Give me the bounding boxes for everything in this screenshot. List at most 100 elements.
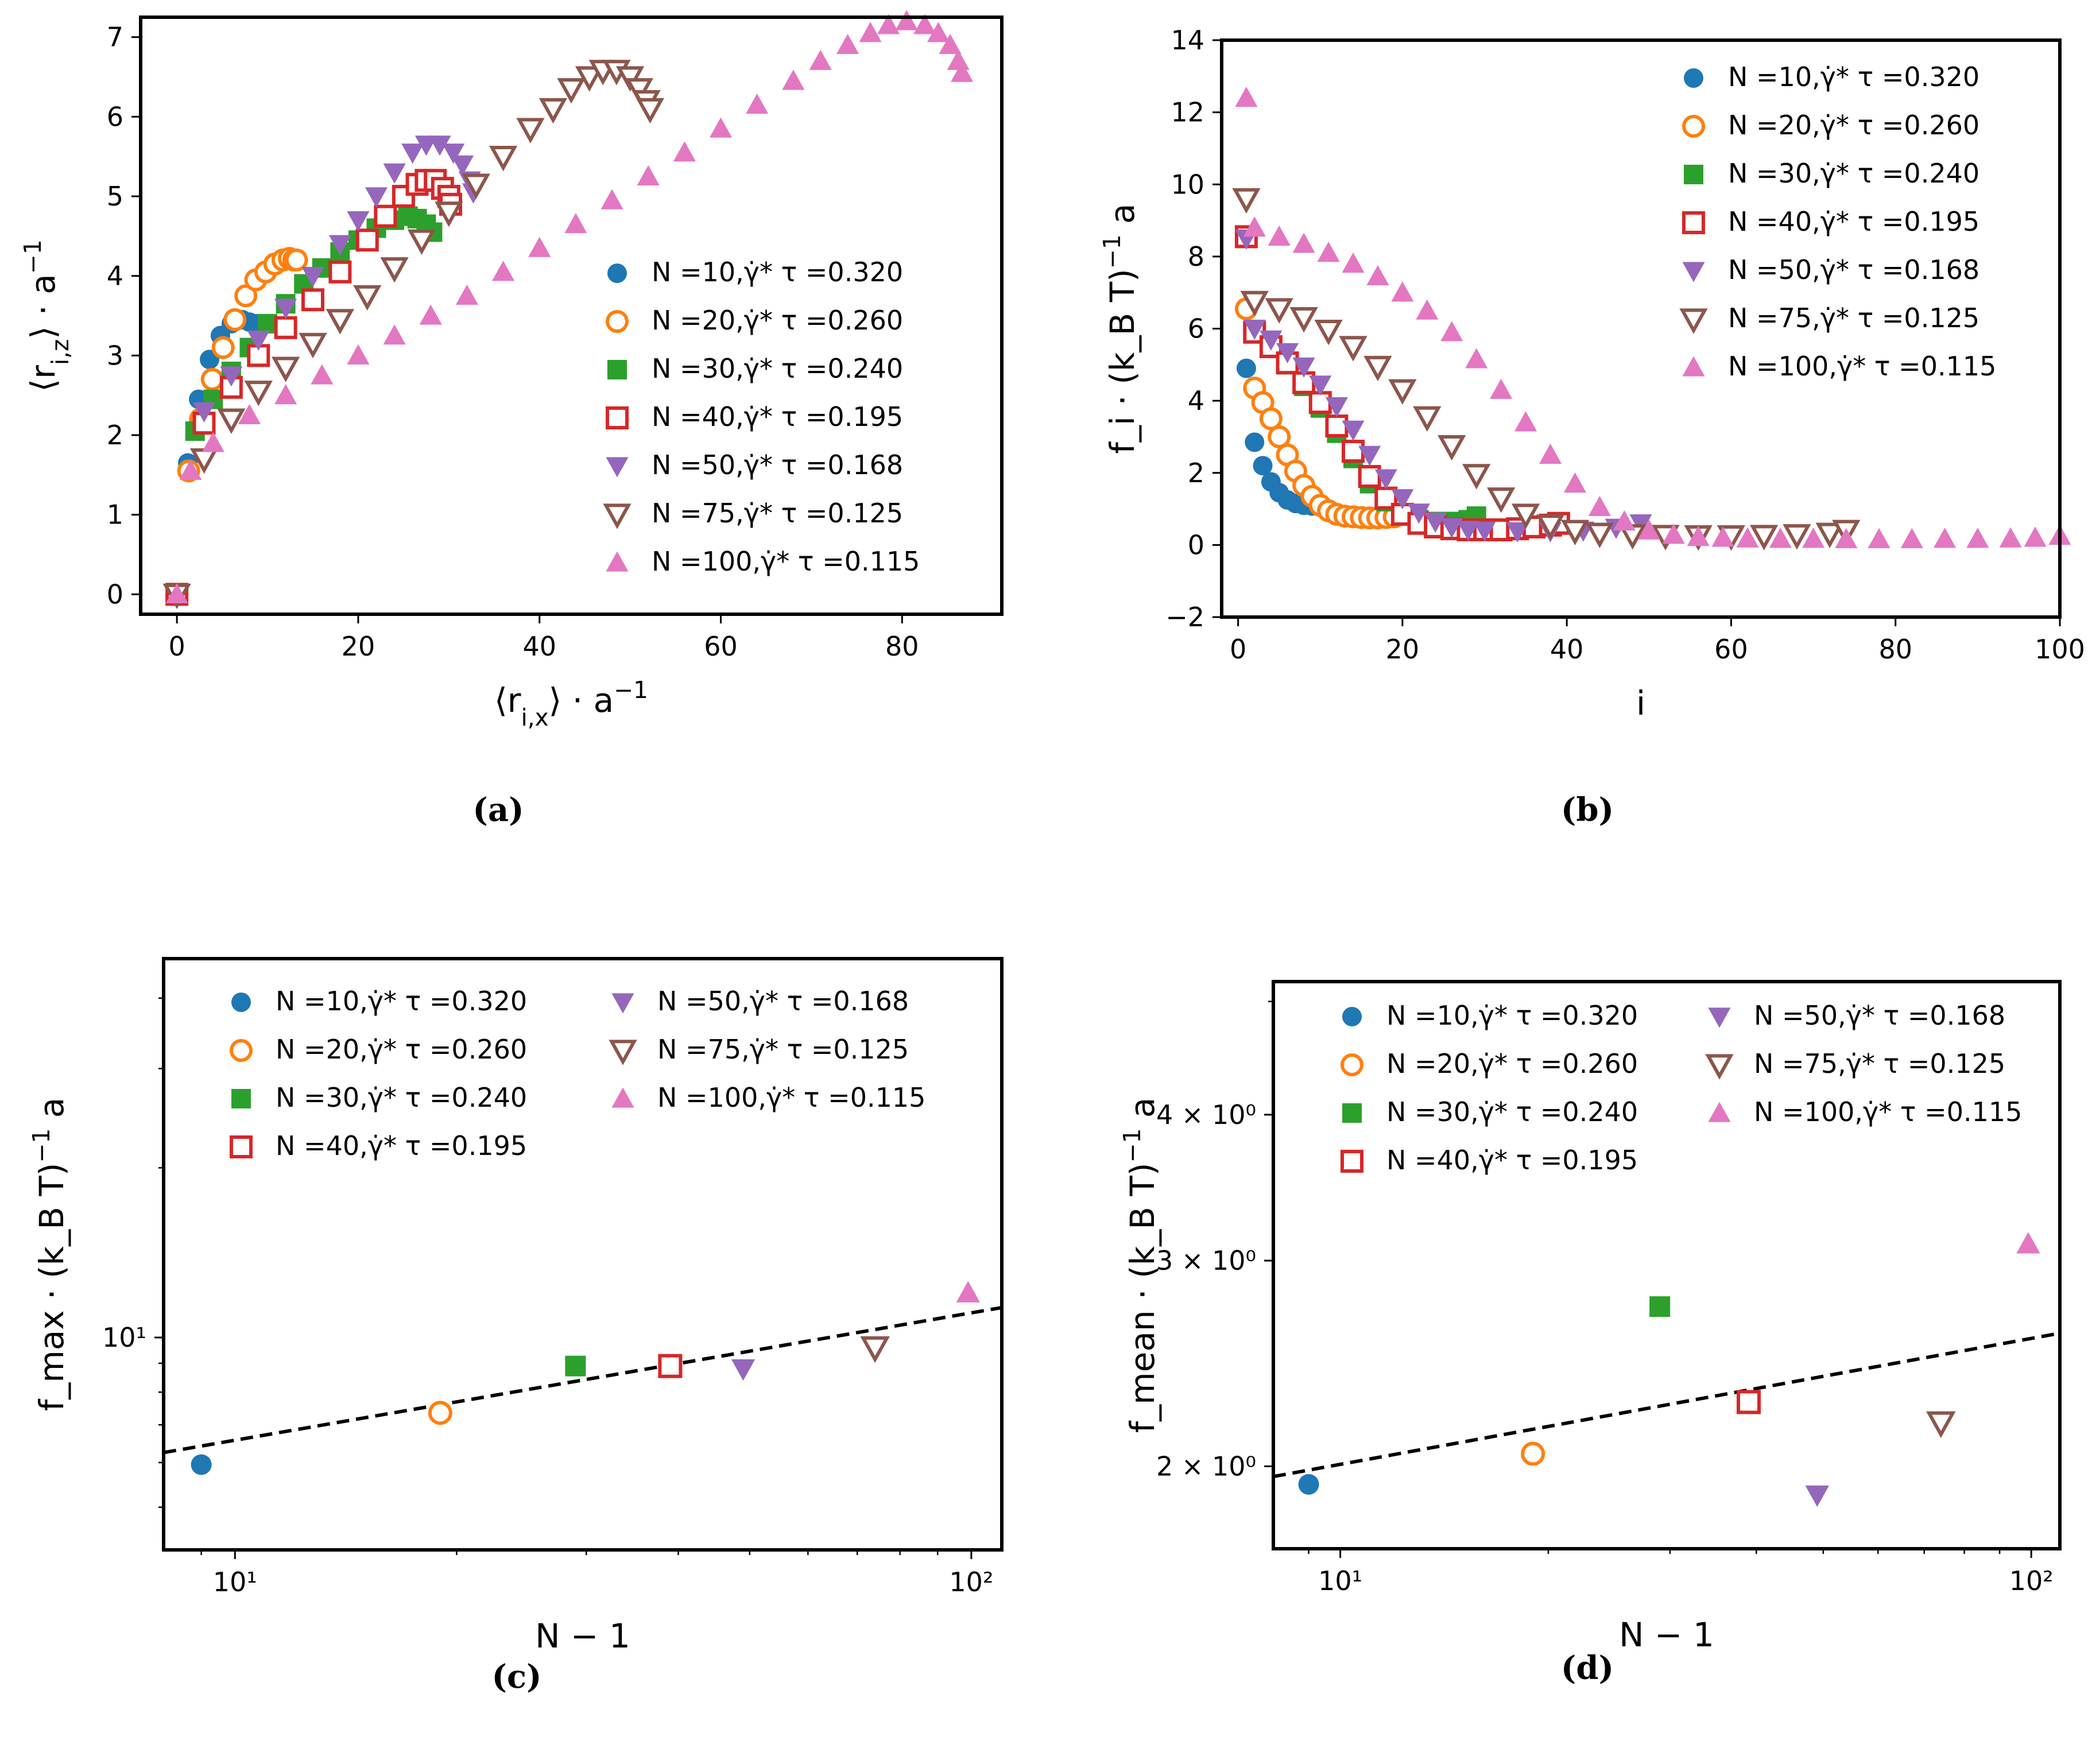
data-point bbox=[625, 78, 654, 104]
data-point bbox=[1243, 216, 1266, 237]
data-point bbox=[1391, 489, 1414, 510]
data-point bbox=[492, 261, 515, 281]
data-point bbox=[1966, 528, 1989, 548]
x-tick-label: 80 bbox=[885, 631, 919, 662]
legend-marker-N10 bbox=[231, 993, 251, 1012]
legend-label-N20: N =20,γ̇* τ =0.260 bbox=[1386, 1048, 1638, 1079]
plot-frame bbox=[162, 957, 1004, 1552]
data-point bbox=[782, 69, 805, 90]
legend-marker-N30 bbox=[231, 1089, 251, 1108]
x-tick-label: 10¹ bbox=[1318, 1565, 1362, 1596]
data-point bbox=[564, 212, 587, 234]
data-point bbox=[601, 189, 623, 210]
legend: N =10,γ̇* τ =0.320 N =20,γ̇* τ =0.260 N =3… bbox=[230, 986, 925, 1161]
data-point bbox=[1613, 510, 1636, 531]
data-point bbox=[238, 404, 261, 424]
data-point bbox=[1259, 407, 1283, 431]
data-point bbox=[258, 313, 278, 334]
x-tick-label: 20 bbox=[342, 631, 375, 662]
y-axis-label: f_i · (k_B T)−1 a bbox=[1098, 203, 1142, 453]
legend-label-N30: N =30,γ̇* τ =0.240 bbox=[1386, 1096, 1638, 1127]
legend-label-N100: N =100,γ̇* τ =0.115 bbox=[1728, 351, 1996, 382]
x-tick-label: 60 bbox=[1714, 634, 1748, 665]
data-point bbox=[1750, 525, 1779, 550]
data-point bbox=[274, 316, 297, 339]
data-point-N10 bbox=[1298, 1474, 1319, 1495]
legend-marker-N75 bbox=[603, 503, 632, 529]
x-tick-label: 10¹ bbox=[213, 1567, 257, 1598]
legend-label-N75: N =75,γ̇* τ =0.125 bbox=[657, 1034, 909, 1065]
panel-caption: (a) bbox=[472, 791, 524, 829]
data-point bbox=[1342, 440, 1365, 463]
data-point bbox=[328, 260, 352, 284]
legend-label-N75: N =75,γ̇* τ =0.125 bbox=[1728, 303, 1979, 334]
y-tick-label: 6 bbox=[107, 101, 123, 132]
legend-marker-N75 bbox=[1705, 1054, 1734, 1080]
data-point-N100 bbox=[956, 1281, 981, 1302]
data-point bbox=[380, 257, 409, 283]
data-point bbox=[1514, 411, 1537, 432]
panel-caption: (b) bbox=[1561, 791, 1614, 829]
legend-label-N10: N =10,γ̇* τ =0.320 bbox=[652, 257, 903, 288]
legend-marker-N100 bbox=[1708, 1102, 1731, 1122]
y-tick-label: 0 bbox=[1188, 529, 1204, 560]
data-point bbox=[200, 367, 224, 391]
legend-marker-N100 bbox=[611, 1087, 634, 1108]
legend-label-N20: N =20,γ̇* τ =0.260 bbox=[276, 1034, 527, 1065]
legend-marker-N40 bbox=[230, 1135, 253, 1158]
legend-marker-N20 bbox=[606, 310, 629, 333]
data-point bbox=[836, 33, 859, 55]
panel-b: 0 20 40 60 80 100 −2 0 2 4 6 8 10 12 14 i f_i · (k_B T)−… bbox=[1098, 25, 2085, 829]
series-N100 bbox=[1235, 86, 2071, 548]
legend-label-N50: N =50,γ̇* τ =0.168 bbox=[1754, 1000, 2005, 1031]
data-point-N30 bbox=[565, 1355, 586, 1377]
legend-marker-N30 bbox=[1342, 1103, 1362, 1123]
data-point bbox=[1934, 528, 1957, 548]
data-point bbox=[234, 284, 258, 308]
data-point bbox=[1473, 521, 1496, 542]
data-point-N40 bbox=[658, 1354, 683, 1378]
data-point bbox=[1662, 524, 1685, 544]
data-point bbox=[1783, 524, 1811, 550]
data-point bbox=[516, 118, 545, 144]
data-point bbox=[1268, 225, 1291, 246]
legend-label-N30: N =30,γ̇* τ =0.240 bbox=[652, 353, 903, 384]
legend-label-N75: N =75,γ̇* τ =0.125 bbox=[1754, 1048, 2005, 1079]
y-tick-label: 2 × 10⁰ bbox=[1156, 1451, 1256, 1482]
legend-label-N50: N =50,γ̇* τ =0.168 bbox=[1728, 254, 1979, 285]
x-axis-label: i bbox=[1636, 684, 1645, 723]
y-axis-label: f_mean · (k_B T)−1 a bbox=[1118, 1098, 1162, 1433]
data-point bbox=[1292, 232, 1315, 253]
data-point bbox=[1240, 290, 1269, 317]
data-point bbox=[285, 248, 308, 272]
data-point-N20 bbox=[1521, 1441, 1545, 1466]
x-tick-label: 0 bbox=[1230, 634, 1246, 665]
legend: N =10,γ̇* τ =0.320 N =20,γ̇* τ =0.260 N =3… bbox=[603, 257, 920, 577]
plot-frame bbox=[139, 15, 1004, 616]
legend-marker-N100 bbox=[606, 551, 629, 572]
data-point bbox=[1487, 487, 1516, 513]
legend-marker-N10 bbox=[1342, 1007, 1362, 1026]
data-point bbox=[165, 583, 188, 603]
legend-label-N40: N =40,γ̇* τ =0.195 bbox=[276, 1130, 527, 1161]
data-point bbox=[301, 288, 324, 312]
y-tick-label: 10¹ bbox=[102, 1322, 146, 1353]
data-point bbox=[1292, 357, 1315, 378]
y-axis-label: ⟨ri,z⟩ · a−1 bbox=[19, 239, 74, 391]
data-point bbox=[192, 402, 216, 422]
legend-marker-N30 bbox=[1684, 165, 1703, 184]
legend-label-N40: N =40,γ̇* τ =0.195 bbox=[1386, 1145, 1638, 1176]
data-point bbox=[1391, 281, 1414, 302]
x-axis-label: N − 1 bbox=[1619, 1615, 1714, 1654]
data-point bbox=[637, 165, 660, 185]
data-point bbox=[299, 332, 327, 359]
legend-label-N50: N =50,γ̇* τ =0.168 bbox=[657, 986, 909, 1017]
legend-label-N40: N =40,γ̇* τ =0.195 bbox=[652, 401, 903, 432]
data-point bbox=[1835, 528, 1858, 548]
data-point bbox=[1413, 406, 1442, 432]
x-tick-label: 10² bbox=[2009, 1565, 2054, 1596]
y-tick-label: −2 bbox=[1165, 602, 1204, 633]
data-point bbox=[247, 330, 270, 351]
data-point-N75 bbox=[1926, 1411, 1956, 1439]
legend-label-N100: N =100,γ̇* τ =0.115 bbox=[652, 546, 920, 577]
